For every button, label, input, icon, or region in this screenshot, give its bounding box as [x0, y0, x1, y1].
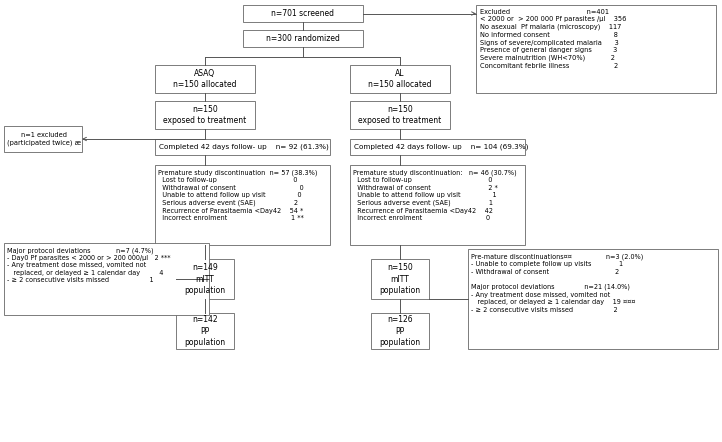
Text: Completed 42 days follow- up    n= 92 (61.3%): Completed 42 days follow- up n= 92 (61.3…: [159, 144, 329, 150]
Bar: [468, 249, 718, 349]
Text: Premature study discontinuation  n= 57 (38.3%)
  Lost to follow-up              : Premature study discontinuation n= 57 (3…: [158, 169, 318, 221]
Bar: [243, 5, 362, 22]
Bar: [4, 243, 209, 315]
Text: ASAQ
n=150 allocated: ASAQ n=150 allocated: [173, 69, 237, 89]
Bar: [350, 165, 525, 245]
Text: Premature study discontinuation:   n= 46 (30.7%)
  Lost to follow-up            : Premature study discontinuation: n= 46 (…: [353, 169, 517, 221]
Bar: [371, 313, 429, 349]
Text: Excluded                                    n=401
< 2000 or  > 200 000 Pf parasi: Excluded n=401 < 2000 or > 200 000 Pf pa…: [480, 9, 627, 69]
Text: n=126
PP
population: n=126 PP population: [380, 316, 420, 347]
Text: n=149
mITT
population: n=149 mITT population: [184, 263, 225, 295]
Bar: [350, 139, 525, 155]
Bar: [476, 5, 716, 93]
Text: n=701 screened: n=701 screened: [271, 9, 334, 18]
Bar: [155, 165, 330, 245]
Text: n=1 excluded
(participated twice) æ: n=1 excluded (participated twice) æ: [7, 132, 81, 146]
Bar: [243, 30, 362, 47]
Text: n=300 randomized: n=300 randomized: [266, 34, 339, 43]
Bar: [350, 101, 450, 129]
Text: n=150
exposed to treatment: n=150 exposed to treatment: [358, 105, 442, 125]
Text: n=150
mITT
population: n=150 mITT population: [380, 263, 420, 295]
Text: Pre-mature discontinuations¤¤                n=3 (2.0%)
- Unable to complete fol: Pre-mature discontinuations¤¤ n=3 (2.0%)…: [471, 253, 643, 312]
Bar: [4, 126, 82, 152]
Bar: [155, 65, 255, 93]
Text: n=150
exposed to treatment: n=150 exposed to treatment: [163, 105, 247, 125]
Bar: [155, 139, 330, 155]
Text: Completed 42 days follow- up    n= 104 (69.3%): Completed 42 days follow- up n= 104 (69.…: [354, 144, 529, 150]
Bar: [350, 65, 450, 93]
Bar: [155, 101, 255, 129]
Text: Major protocol deviations            n=7 (4.7%)
- Day0 Pf parasites < 2000 or > : Major protocol deviations n=7 (4.7%) - D…: [7, 247, 170, 283]
Text: n=142
PP
population: n=142 PP population: [184, 316, 225, 347]
Bar: [176, 313, 234, 349]
Text: AL
n=150 allocated: AL n=150 allocated: [368, 69, 432, 89]
Bar: [371, 259, 429, 299]
Bar: [176, 259, 234, 299]
